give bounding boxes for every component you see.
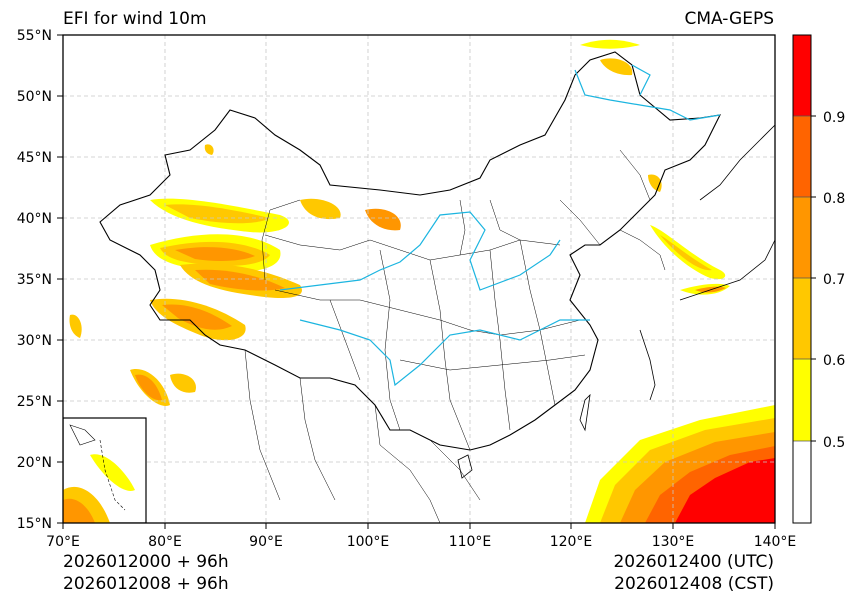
colorbar-segment: [793, 359, 811, 441]
colorbar: 0.5 0.6 0.7 0.8 0.9: [792, 34, 845, 524]
colorbar-segment: [793, 278, 811, 359]
colorbar-label: 0.8: [823, 191, 845, 207]
efi-fill-layer: [63, 39, 775, 523]
lon-label: 110°E: [449, 534, 492, 550]
model-name: CMA-GEPS: [684, 9, 774, 29]
gridlines: [63, 35, 775, 523]
axis-ticks: [57, 34, 776, 529]
colorbar-segment: [793, 441, 811, 523]
neighbour-borders: [244, 229, 666, 523]
lon-label: 130°E: [652, 534, 695, 550]
lat-label: 50°N: [17, 89, 52, 105]
lat-label: 15°N: [17, 516, 52, 532]
rivers: [279, 64, 721, 387]
lon-label: 140°E: [754, 534, 797, 550]
lon-label: 120°E: [550, 534, 593, 550]
south-china-sea-inset: [63, 417, 147, 523]
colorbar-label: 0.5: [823, 435, 845, 451]
country-outline: [99, 51, 721, 451]
init-time-cst: 2026012008 + 96h: [63, 574, 229, 594]
lon-label: 70°E: [46, 534, 80, 550]
lon-label: 90°E: [249, 534, 283, 550]
colorbar-label: 0.6: [823, 353, 845, 369]
longitude-labels: 70°E 80°E 90°E 100°E 110°E 120°E 130°E 1…: [46, 534, 796, 550]
lon-label: 100°E: [347, 534, 390, 550]
lat-label: 55°N: [17, 28, 52, 44]
init-time-utc: 2026012000 + 96h: [63, 552, 229, 572]
lon-label: 80°E: [148, 534, 182, 550]
coastlines: [457, 124, 775, 479]
colorbar-segment: [793, 197, 811, 278]
lat-label: 45°N: [17, 150, 52, 166]
map-title: EFI for wind 10m: [63, 9, 207, 29]
latitude-labels: 55°N 50°N 45°N 40°N 35°N 30°N 25°N 20°N …: [17, 28, 52, 532]
colorbar-label: 0.9: [823, 110, 845, 126]
province-borders: [261, 149, 651, 451]
valid-time-cst: 2026012408 (CST): [614, 574, 774, 594]
map-area: [63, 35, 775, 523]
lat-label: 40°N: [17, 211, 52, 227]
colorbar-label: 0.7: [823, 272, 845, 288]
colorbar-segment: [793, 35, 811, 116]
valid-time-utc: 2026012400 (UTC): [613, 552, 774, 572]
lat-label: 20°N: [17, 455, 52, 471]
lat-label: 30°N: [17, 333, 52, 349]
lat-label: 25°N: [17, 394, 52, 410]
colorbar-segment: [793, 116, 811, 197]
lat-label: 35°N: [17, 272, 52, 288]
